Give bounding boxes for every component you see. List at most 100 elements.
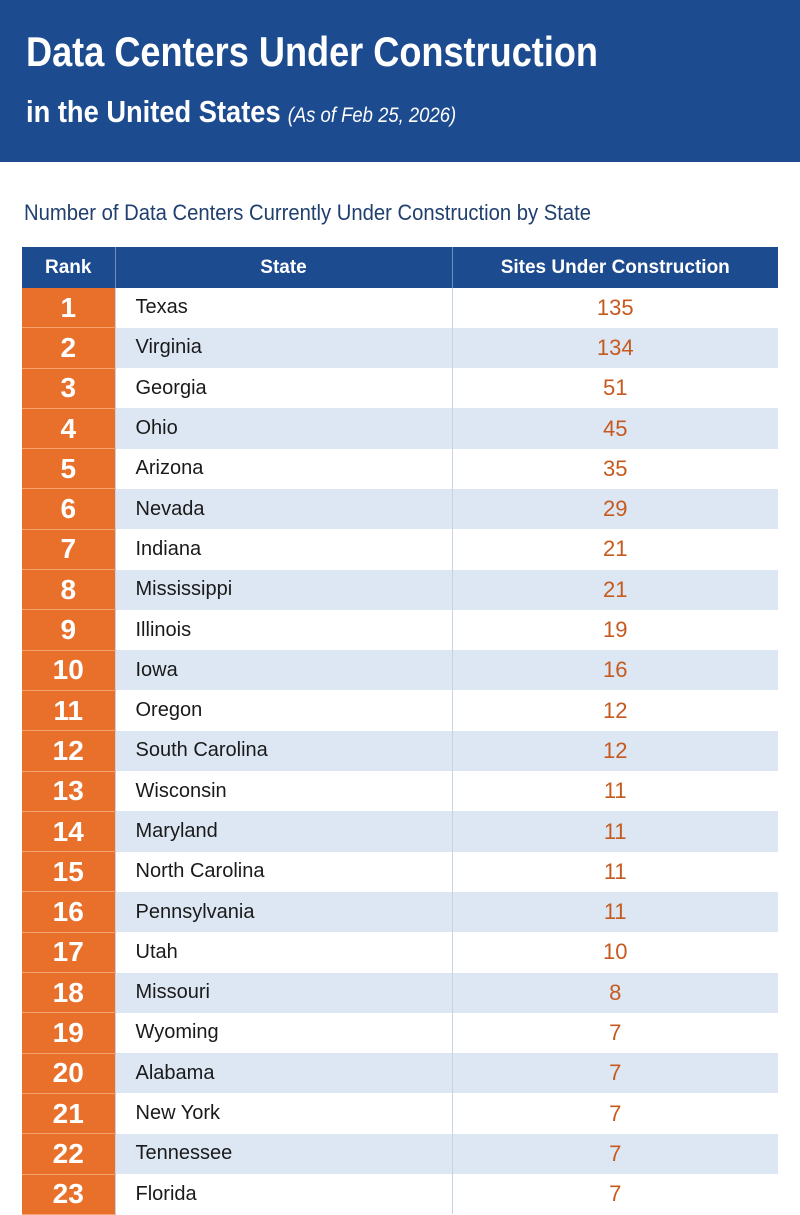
state-cell: Mississippi: [115, 569, 453, 610]
state-cell: North Carolina: [115, 851, 453, 892]
table-row: 19 Wyoming 7: [22, 1012, 778, 1054]
state-cell: Virginia: [115, 327, 453, 369]
table-row: 12 South Carolina 12: [22, 730, 778, 772]
table-row: 21 New York 7: [22, 1093, 778, 1135]
rank-cell: 4: [22, 408, 116, 450]
table-row: 23 Florida 7: [22, 1174, 778, 1215]
rank-cell: 22: [22, 1133, 116, 1175]
sites-cell: 11: [603, 858, 627, 884]
table-row: 20 Alabama 7: [22, 1053, 778, 1094]
sites-cell: 12: [452, 730, 778, 772]
state-cell: Tennessee: [115, 1133, 453, 1175]
table-row: 17 Utah 10: [22, 932, 778, 974]
state-cell: Nevada: [115, 488, 453, 530]
sites-cell: 7: [609, 1181, 622, 1207]
sites-cell: 7: [609, 1100, 622, 1126]
data-table: Rank State Sites Under Construction 1 Tex…: [22, 247, 778, 1215]
table-row: 7 Indiana 21: [22, 529, 778, 571]
sites-cell: 134: [452, 327, 778, 369]
sites-cell: 10: [603, 939, 628, 965]
state-cell: South Carolina: [115, 730, 453, 772]
table-row: 6 Nevada 29: [22, 488, 778, 530]
state-cell: Missouri: [115, 972, 453, 1013]
column-header: State: [115, 247, 453, 288]
sites-cell: 29: [452, 488, 778, 530]
column-header: Sites Under Construction: [452, 247, 778, 288]
sites-cell: 12: [603, 697, 628, 723]
sites-cell: 7: [609, 1019, 622, 1045]
rank-cell: 12: [22, 730, 116, 772]
state-cell: Indiana: [115, 529, 453, 570]
table-row: 18 Missouri 8: [22, 972, 778, 1014]
table-row: 4 Ohio 45: [22, 408, 778, 450]
rank-cell: 14: [22, 811, 116, 853]
table-row: 22 Tennessee 7: [22, 1133, 778, 1175]
table-row: 14 Maryland 11: [22, 811, 778, 853]
sites-cell: 7: [452, 1133, 778, 1175]
sites-cell: 135: [596, 294, 634, 320]
state-cell: Wyoming: [115, 1012, 453, 1054]
table-row: 8 Mississippi 21: [22, 569, 778, 611]
rank-cell: 13: [22, 771, 116, 812]
state-cell: Alabama: [115, 1053, 453, 1094]
rank-cell: 23: [22, 1174, 116, 1215]
sites-cell: 45: [452, 408, 778, 449]
table-row: 16 Pennsylvania 11: [22, 891, 778, 933]
header-row: Rank State Sites Under Construction: [22, 247, 778, 288]
rank-cell: 3: [22, 368, 116, 409]
sites-cell: 19: [603, 617, 628, 643]
sites-cell: 21: [452, 569, 778, 610]
state-cell: New York: [115, 1093, 453, 1134]
table-row: 5 Arizona 35: [22, 448, 778, 490]
header-band: [0, 0, 800, 162]
subtitle: in the United States: [26, 94, 281, 129]
sites-cell: 16: [452, 650, 778, 691]
sites-cell: 11: [452, 891, 778, 933]
table-row: 10 Iowa 16: [22, 650, 778, 691]
sites-cell: 7: [452, 1053, 778, 1094]
rank-cell: 11: [22, 690, 116, 732]
state-cell: Florida: [115, 1174, 453, 1215]
rank-cell: 10: [22, 650, 116, 691]
sites-cell: 35: [603, 455, 628, 481]
column-header: Rank: [22, 247, 116, 288]
state-cell: Maryland: [115, 811, 453, 852]
subtitle-line: in the United States (As of Feb 25, 2026): [26, 94, 456, 130]
table-row: 13 Wisconsin 11: [22, 771, 778, 812]
rank-cell: 21: [22, 1093, 116, 1135]
state-cell: Ohio: [115, 408, 453, 449]
state-cell: Illinois: [115, 609, 453, 651]
table-row: 2 Virginia 134: [22, 327, 778, 369]
rank-cell: 15: [22, 851, 116, 893]
state-cell: Wisconsin: [115, 771, 453, 812]
state-cell: Oregon: [115, 690, 453, 731]
sites-cell: 21: [603, 536, 628, 562]
state-cell: Texas: [115, 288, 453, 328]
rank-cell: 19: [22, 1012, 116, 1054]
rank-cell: 17: [22, 932, 116, 974]
table-row: 3 Georgia 51: [22, 368, 778, 409]
rank-cell: 18: [22, 972, 116, 1014]
rank-cell: 5: [22, 448, 116, 490]
rank-cell: 16: [22, 891, 116, 933]
table-row: 9 Illinois 19: [22, 609, 778, 651]
sites-cell: 8: [452, 972, 778, 1013]
table-row: 1 Texas 135: [22, 288, 778, 329]
rank-cell: 7: [22, 529, 116, 571]
rank-cell: 2: [22, 327, 116, 369]
state-cell: Pennsylvania: [115, 891, 453, 933]
rank-cell: 8: [22, 569, 116, 611]
rank-cell: 6: [22, 488, 116, 530]
table-caption: Number of Data Centers Currently Under C…: [24, 200, 591, 225]
state-cell: Iowa: [115, 650, 453, 691]
rank-cell: 1: [22, 288, 116, 329]
table-body: 1 Texas 135 2 Virginia 134 3 Georgia 51 4 Ohio 45 5 A…: [22, 288, 778, 1215]
rank-cell: 20: [22, 1053, 116, 1094]
sites-cell: 51: [603, 375, 628, 401]
rank-cell: 9: [22, 609, 116, 651]
table-row: 11 Oregon 12: [22, 690, 778, 732]
state-cell: Georgia: [115, 368, 453, 409]
date-note: (As of Feb 25, 2026): [287, 104, 457, 127]
sites-cell: 11: [603, 778, 627, 804]
